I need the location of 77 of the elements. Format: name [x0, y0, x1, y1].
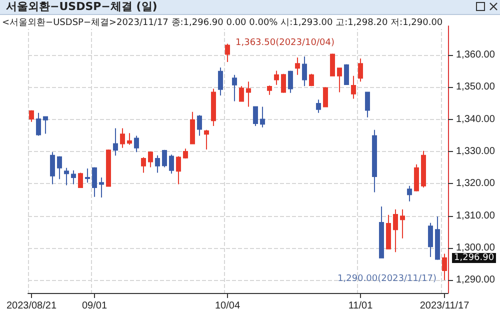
candlestick: [36, 112, 41, 136]
candlestick: [176, 156, 181, 185]
candlestick: [134, 135, 139, 153]
candlestick: [351, 75, 356, 100]
annotation: 1,290.00(2023/11/17): [338, 274, 436, 286]
y-tick-label: 1,350.00: [456, 82, 496, 93]
candlestick: [302, 56, 307, 87]
x-tick-label: 11/01: [348, 300, 374, 312]
candlestick: [239, 86, 244, 102]
candlestick: [92, 166, 97, 198]
candlestick: [323, 86, 328, 108]
x-tick-label: 09/01: [82, 300, 108, 312]
y-tick-label: 1,290.00: [456, 274, 496, 286]
candlestick: [267, 85, 272, 96]
candlestick: [253, 106, 258, 127]
candlestick: [99, 177, 104, 198]
candlestick: [309, 73, 314, 87]
y-tick-label: 1,310.00: [456, 210, 496, 222]
candlestick: [393, 208, 398, 253]
candlestick: [260, 106, 265, 128]
candlestick: [379, 206, 384, 258]
candlestick: [344, 64, 349, 86]
candlestick: [246, 81, 251, 108]
candlestick: [148, 150, 153, 168]
candlestick: [183, 148, 188, 160]
candlestick: [155, 154, 160, 174]
candlestick: [435, 216, 440, 260]
candlestick: [288, 70, 293, 94]
candlestick: [113, 128, 118, 156]
candlestick: [127, 132, 132, 146]
candlestick: [421, 150, 426, 188]
candlestick: [225, 43, 230, 63]
candlestick: [106, 149, 111, 187]
candlestick: [29, 110, 34, 122]
candlestick: [85, 168, 90, 184]
candlestick: [358, 58, 363, 82]
candlestick: [211, 88, 216, 127]
candlestick: [295, 57, 300, 76]
y-tick-label: 1,320.00: [456, 178, 496, 190]
y-tick-label: 1,300.00: [456, 242, 496, 254]
candlestick: [281, 73, 286, 94]
candlestick: [218, 67, 223, 96]
candlestick: [78, 172, 83, 188]
candlestick: [64, 167, 69, 186]
candlestick: [141, 156, 146, 174]
candlestick: [414, 164, 419, 192]
candlestick: [428, 222, 433, 258]
candlestick: [386, 214, 391, 250]
y-tick-label: 1,360.00: [456, 49, 496, 60]
candlestick: [204, 129, 209, 150]
x-tick-label: 2023/11/17: [420, 300, 470, 312]
candlestick: [400, 208, 405, 239]
x-tick-label: 2023/08/21: [6, 300, 57, 312]
candlestick: [365, 92, 370, 118]
annotation: 1,363.50(2023/10/04): [236, 38, 334, 49]
candlestick: [169, 154, 174, 174]
candlestick: [197, 114, 202, 136]
candlestick: [407, 185, 412, 202]
candlestick: [120, 128, 125, 148]
candlestick: [337, 68, 342, 93]
candlestick: [57, 156, 62, 180]
candlestick: [43, 116, 48, 134]
x-tick-label: 10/04: [214, 300, 240, 312]
y-tick-label: 1,330.00: [456, 146, 496, 157]
candlestick: [50, 152, 55, 185]
y-tick-label: 1,340.00: [456, 114, 496, 125]
candlestick: [316, 99, 321, 114]
candlestick: [71, 170, 76, 185]
chart-subtitle: <서울외환−USDSP−체결>2023/11/17 종:1,296.90 0.00 0.00% 시:1,293.00 고:1,298.20 저:1,290.00: [2, 16, 443, 29]
candlestick: [372, 129, 377, 193]
candlestick: [162, 149, 167, 168]
candlestick: [190, 111, 195, 144]
candlestick: [232, 74, 237, 102]
chart-title: 서울외환−USDSP−체결 (일): [6, 0, 158, 14]
candlestick: [330, 53, 335, 76]
text: 1,296.90: [452, 252, 496, 263]
candlestick: [274, 70, 279, 86]
